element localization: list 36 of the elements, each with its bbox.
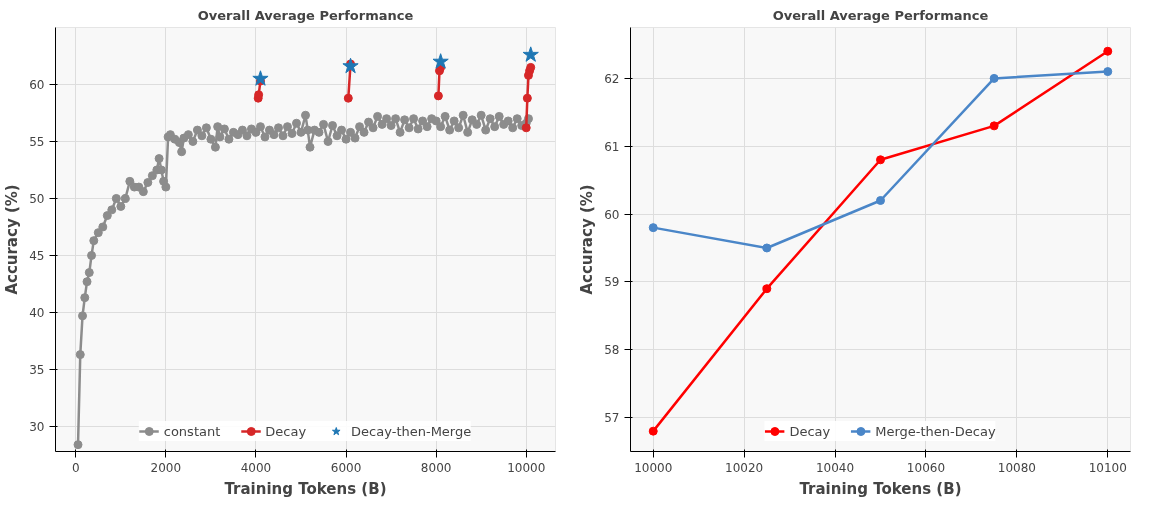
y-tick-label: 40	[29, 305, 45, 320]
y-tick-label: 62	[604, 71, 620, 86]
y-tick-label: 35	[29, 362, 45, 377]
y-tick-label: 58	[604, 343, 620, 358]
y-tick-label: 30	[29, 419, 45, 434]
legend-label: Merge-then-Decay	[875, 423, 996, 439]
x-axis-title: Training Tokens (B)	[799, 479, 962, 498]
chart-title: Overall Average Performance	[197, 7, 414, 23]
y-tick-label: 45	[29, 248, 45, 263]
x-tick-label: 10040	[815, 460, 855, 475]
x-tick-label: 4000	[240, 460, 272, 475]
y-tick-label: 61	[604, 139, 620, 154]
x-tick-label: 10000	[634, 460, 673, 475]
y-tick-label: 57	[604, 411, 620, 426]
x-tick-label: 8000	[420, 460, 452, 475]
legend-label: Decay	[789, 423, 831, 439]
y-tick-label: 60	[604, 207, 620, 222]
x-tick-label: 0	[71, 460, 80, 475]
x-tick-label: 10060	[906, 460, 946, 475]
x-tick-label: 2000	[150, 460, 182, 475]
x-tick-label: 10080	[997, 460, 1036, 475]
legend-label: Decay-then-Merge	[351, 423, 472, 439]
x-tick-label: 10100	[1088, 460, 1127, 475]
y-tick-label: 50	[29, 191, 45, 206]
y-tick-label: 59	[604, 275, 620, 290]
y-tick-label: 60	[29, 77, 45, 92]
y-axis-title: Accuracy (%)	[578, 184, 597, 295]
legend-label: Decay	[265, 423, 307, 439]
legend-label: constant	[163, 423, 221, 439]
x-tick-label: 10020	[725, 460, 764, 475]
x-axis-title: Training Tokens (B)	[224, 479, 387, 498]
chart-title: Overall Average Performance	[772, 7, 989, 23]
y-tick-label: 55	[29, 134, 45, 149]
y-axis-title: Accuracy (%)	[3, 184, 22, 295]
x-tick-label: 6000	[330, 460, 362, 475]
x-tick-label: 10000	[507, 460, 546, 475]
